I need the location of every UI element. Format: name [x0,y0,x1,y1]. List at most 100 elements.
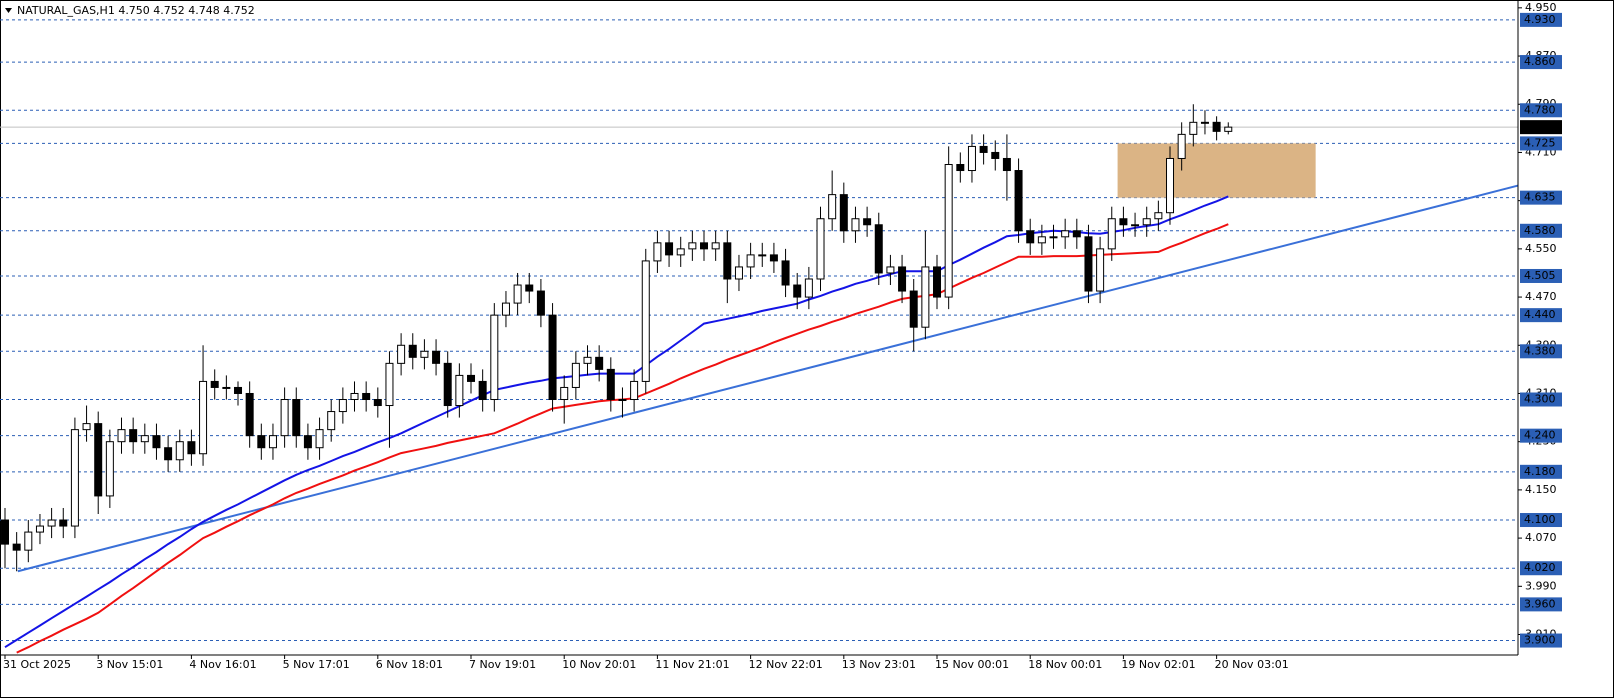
candle-body [991,151,1000,159]
level-price-label: 3.900 [1524,634,1556,647]
level-price-box [1520,268,1562,283]
candle-body [653,242,662,262]
symbol-header: NATURAL_GAS,H1 4.750 4.752 4.748 4.752 [17,4,255,17]
candle-body [397,344,406,364]
candle-body [606,368,615,401]
level-price-box [1520,12,1562,27]
x-tick-label: 20 Nov 03:01 [1215,658,1289,671]
candle-body [292,399,301,437]
level-price-box [1520,633,1562,648]
level-price-label: 3.960 [1524,597,1556,610]
candle-body [117,429,126,443]
menu-triangle[interactable] [5,8,12,13]
candle-body [47,519,56,527]
candle-body [758,254,767,257]
level-price-box [1520,561,1562,576]
x-tick-label: 13 Nov 23:01 [842,658,916,671]
candle-body [700,242,709,250]
candle-body [140,435,149,443]
level-price-label: 4.440 [1524,308,1556,321]
level-price-label: 4.100 [1524,513,1556,526]
candle-body [828,194,837,220]
candle-body [967,145,976,172]
candle-body [12,543,21,551]
candle-body [24,531,33,551]
candle-body [898,266,907,292]
candle-body [362,392,371,401]
candle-body [711,242,720,250]
current-price-box [1520,120,1562,135]
candle-body [490,314,499,401]
candle-body [105,441,114,497]
moving-average [4,195,1229,649]
candle-body [94,423,103,497]
candle-body [35,525,44,533]
level-price-box [1520,428,1562,443]
level-price-box [1520,597,1562,612]
y-tick-label: 4.070 [1525,531,1557,544]
candle-body [501,302,510,316]
x-tick-label: 12 Nov 22:01 [749,658,823,671]
level-price-label: 4.380 [1524,344,1556,357]
candle-body [234,386,243,394]
candle-body [152,435,161,449]
candle-body [723,242,732,280]
x-tick-label: 31 Oct 2025 [3,658,71,671]
x-tick-label: 3 Nov 15:01 [96,658,163,671]
candle-body [909,290,918,328]
candle-body [1107,218,1116,250]
candle-body [688,242,697,250]
level-price-label: 4.635 [1524,191,1556,204]
y-tick-label: 3.990 [1525,579,1557,592]
level-price-box [1520,344,1562,359]
x-tick-label: 7 Nov 19:01 [469,658,536,671]
candle-body [839,194,848,232]
candle-body [618,399,627,402]
candle-body [641,260,650,382]
level-price-label: 4.300 [1524,393,1556,406]
level-price-label: 4.580 [1524,224,1556,237]
candle-body [1014,170,1023,232]
candle-body [1119,218,1128,226]
level-price-label: 4.780 [1524,103,1556,116]
x-tick-label: 18 Nov 00:01 [1028,658,1102,671]
candle-body [1189,121,1198,135]
y-tick-label: 4.470 [1525,290,1557,303]
candle-body [280,399,289,437]
candle-body [525,284,534,292]
candle-body [1166,157,1175,214]
y-tick-label: 4.950 [1525,1,1557,14]
x-tick-label: 11 Nov 21:01 [655,658,729,671]
x-tick-label: 15 Nov 00:01 [935,658,1009,671]
level-price-box [1520,103,1562,118]
current-price-label: 4.752 [1524,120,1556,133]
candle-body [350,392,359,401]
level-price-box [1520,190,1562,205]
candle-body [595,356,604,370]
level-price-box [1520,223,1562,238]
candle-body [1,519,10,545]
level-price-label: 4.725 [1524,136,1556,149]
candle-body [1037,236,1046,244]
candle-body [478,380,487,401]
candle-body [1026,230,1035,244]
plot-area [0,19,1519,654]
x-tick-label: 4 Nov 16:01 [189,658,256,671]
candle-body [560,386,569,401]
level-price-label: 4.860 [1524,55,1556,68]
candle-body [164,447,173,461]
candle-body [571,362,580,388]
candle-body [70,429,79,527]
candle-body [816,218,825,280]
candle-body [513,284,522,304]
x-tick-label: 10 Nov 20:01 [562,658,636,671]
candle-body [944,164,953,298]
candle-body [59,519,68,527]
zone-rectangle [1117,143,1316,198]
candle-body [327,411,336,431]
candle-body [769,254,778,262]
candle-body [373,399,382,407]
